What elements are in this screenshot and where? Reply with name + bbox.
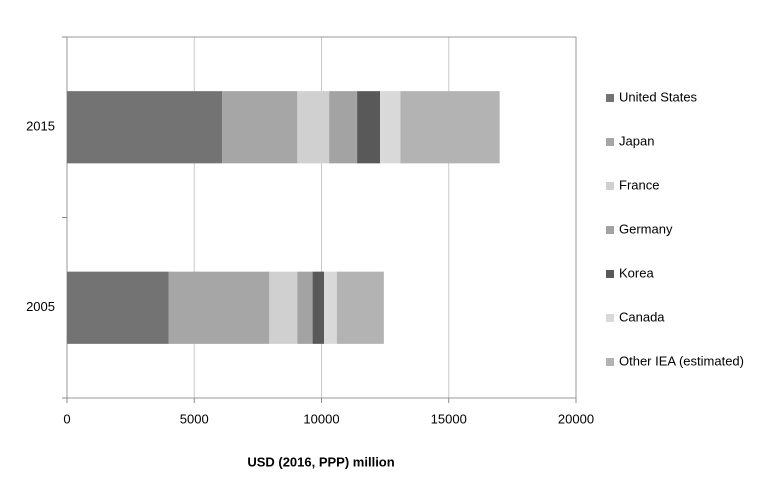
legend-swatch	[606, 270, 614, 278]
bar-segment	[297, 271, 313, 344]
legend-label: Korea	[619, 265, 654, 280]
bar-segment	[297, 91, 330, 164]
y-tick-label: 2015	[26, 119, 55, 134]
bar-segment	[329, 91, 358, 164]
legend-swatch	[606, 138, 614, 146]
bar-segment	[336, 271, 384, 344]
legend-swatch	[606, 358, 614, 366]
bar-segment	[357, 91, 381, 164]
x-tick-label: 0	[63, 411, 70, 426]
x-tick-label: 10000	[303, 411, 339, 426]
bar-segment	[269, 271, 298, 344]
bar-segment	[168, 271, 270, 344]
legend-swatch	[606, 314, 614, 322]
bar-segment	[380, 91, 401, 164]
legend-label: United States	[619, 89, 698, 104]
bar-segment	[67, 271, 169, 344]
x-tick-label: 15000	[431, 411, 467, 426]
legend-swatch	[606, 226, 614, 234]
legend-swatch	[606, 182, 614, 190]
x-axis-title: USD (2016, PPP) million	[247, 454, 394, 469]
y-tick-label: 2005	[26, 299, 55, 314]
legend-label: Japan	[619, 133, 654, 148]
bar-segment	[400, 91, 500, 164]
legend-label: Canada	[619, 309, 665, 324]
bar-segment	[67, 91, 223, 164]
x-tick-label: 5000	[180, 411, 209, 426]
x-tick-label: 20000	[558, 411, 594, 426]
legend-label: Germany	[619, 221, 673, 236]
legend-label: France	[619, 177, 659, 192]
bar-segment	[312, 271, 325, 344]
bar-segment	[324, 271, 337, 344]
bar-segment	[222, 91, 298, 164]
legend-label: Other IEA (estimated)	[619, 353, 744, 368]
legend-swatch	[606, 94, 614, 102]
